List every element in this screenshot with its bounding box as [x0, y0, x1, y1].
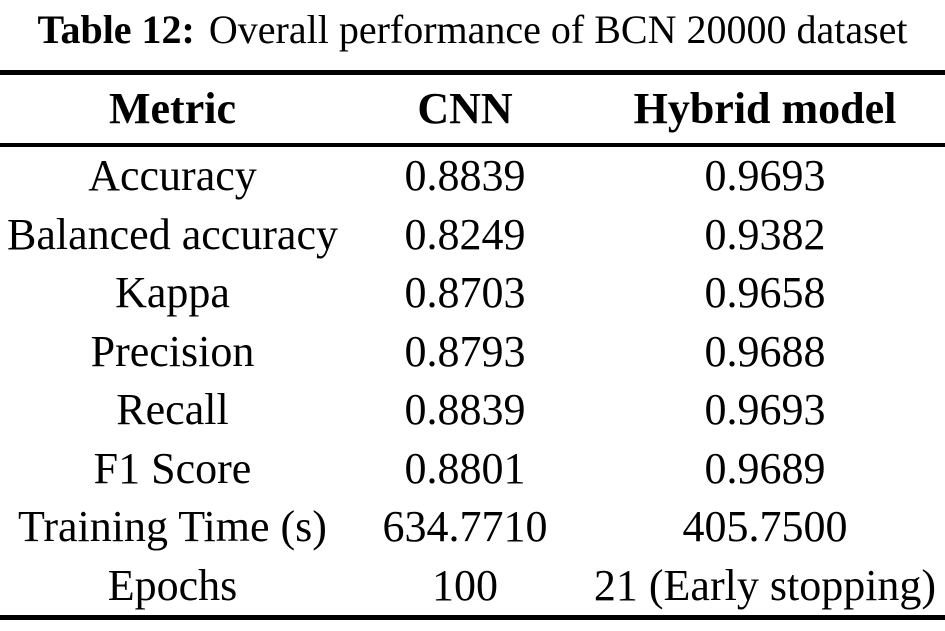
table-row-kappa: Kappa 0.8703 0.9658	[0, 264, 945, 323]
table-top-rule	[0, 70, 945, 75]
results-table: Metric CNN Hybrid model Accuracy 0.8839 …	[0, 70, 945, 620]
table-row-epochs: Epochs 100 21 (Early stopping)	[0, 557, 945, 616]
hybrid-value-cell: 0.9693	[704, 385, 826, 435]
hybrid-value-cell: 0.9689	[704, 443, 826, 493]
hybrid-value-cell: 0.9658	[704, 268, 826, 318]
column-header-hybrid-model: Hybrid model	[633, 84, 897, 133]
hybrid-value-cell: 21 (Early stopping)	[593, 560, 937, 610]
table-bottom-rule	[0, 615, 945, 620]
cnn-value-cell: 0.8703	[404, 268, 526, 318]
metric-cell: Training Time (s)	[18, 502, 327, 552]
cnn-value-cell: 0.8801	[404, 443, 526, 493]
hybrid-value-cell: 0.9688	[704, 326, 826, 376]
metric-cell: Balanced accuracy	[7, 209, 338, 259]
hybrid-value-cell: 405.7500	[682, 502, 848, 552]
cnn-value-cell: 0.8249	[404, 209, 526, 259]
cnn-value-cell: 0.8793	[404, 326, 526, 376]
column-header-metric: Metric	[109, 84, 236, 133]
table-caption-label: Table 12:	[37, 7, 195, 52]
table-caption-text: Overall performance of BCN 20000 dataset	[208, 7, 908, 52]
table-row-training-time: Training Time (s) 634.7710 405.7500	[0, 498, 945, 557]
table-row-accuracy: Accuracy 0.8839 0.9693	[0, 147, 945, 206]
metric-cell: Accuracy	[88, 151, 257, 201]
cnn-value-cell: 0.8839	[404, 151, 526, 201]
column-header-cnn: CNN	[417, 84, 513, 133]
table-header-rule	[0, 143, 945, 147]
metric-cell: F1 Score	[93, 443, 252, 493]
table-row-precision: Precision 0.8793 0.9688	[0, 323, 945, 382]
table-row-f1-score: F1 Score 0.8801 0.9689	[0, 440, 945, 499]
hybrid-value-cell: 0.9693	[704, 151, 826, 201]
metric-cell: Epochs	[107, 560, 238, 610]
metric-cell: Recall	[116, 385, 229, 435]
metric-cell: Kappa	[115, 268, 230, 318]
table-row-balanced-accuracy: Balanced accuracy 0.8249 0.9382	[0, 206, 945, 265]
cnn-value-cell: 634.7710	[382, 502, 548, 552]
table-caption: Table 12: Overall performance of BCN 2000…	[0, 6, 945, 54]
table-header-row: Metric CNN Hybrid model	[0, 75, 945, 143]
cnn-value-cell: 0.8839	[404, 385, 526, 435]
table-row-recall: Recall 0.8839 0.9693	[0, 381, 945, 440]
hybrid-value-cell: 0.9382	[704, 209, 826, 259]
cnn-value-cell: 100	[432, 560, 498, 610]
metric-cell: Precision	[90, 326, 255, 376]
